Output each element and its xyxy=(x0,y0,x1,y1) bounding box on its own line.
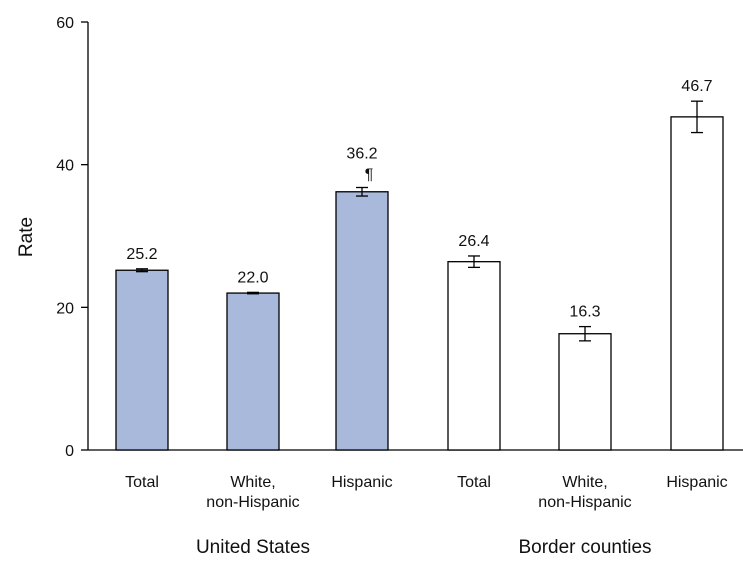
bar-group: 22.0 xyxy=(226,269,280,451)
bar-group: ¶ 36.2 xyxy=(335,145,389,451)
bar-value-label: 36.2 xyxy=(346,145,377,162)
bar xyxy=(670,116,724,451)
group-label: Border counties xyxy=(518,537,651,558)
y-tick-label: 60 xyxy=(56,15,74,32)
bar xyxy=(335,191,389,451)
category-label: Total xyxy=(457,474,491,491)
y-axis: 0 20 40 60 xyxy=(56,15,89,460)
bar-group: 26.4 xyxy=(447,233,501,451)
category-label: Hispanic xyxy=(666,474,727,491)
group-labels: United States Border counties xyxy=(196,537,652,558)
bar xyxy=(226,292,280,451)
category-label: White, xyxy=(230,474,275,491)
category-labels: Total White, non-Hispanic Hispanic Total Whit… xyxy=(125,474,728,511)
category-label: non-Hispanic xyxy=(206,494,299,511)
category-label: White, xyxy=(562,474,607,491)
bar xyxy=(558,333,612,451)
category-label: non-Hispanic xyxy=(538,494,631,511)
category-label: Total xyxy=(125,474,159,491)
bar-group: 25.2 xyxy=(115,246,169,451)
bars: 25.2 22.0 ¶ 36.2 26.4 16.3 46.7 xyxy=(115,78,724,451)
category-label: Hispanic xyxy=(331,474,392,491)
y-axis-title: Rate xyxy=(16,217,37,257)
bar-value-label: 26.4 xyxy=(458,233,489,250)
bar-value-label: 16.3 xyxy=(569,304,600,321)
y-tick-label: 20 xyxy=(56,300,74,317)
bar xyxy=(447,261,501,451)
y-tick-label: 40 xyxy=(56,158,74,175)
bar-group: 16.3 xyxy=(558,304,612,451)
y-tick-label: 0 xyxy=(65,443,74,460)
bar-value-label: 25.2 xyxy=(126,246,157,263)
bar-group: 46.7 xyxy=(670,78,724,451)
footnote-mark: ¶ xyxy=(365,166,374,183)
bar-value-label: 46.7 xyxy=(681,78,712,95)
group-label: United States xyxy=(196,537,310,558)
bar xyxy=(115,269,169,451)
bar-value-label: 22.0 xyxy=(237,269,268,286)
